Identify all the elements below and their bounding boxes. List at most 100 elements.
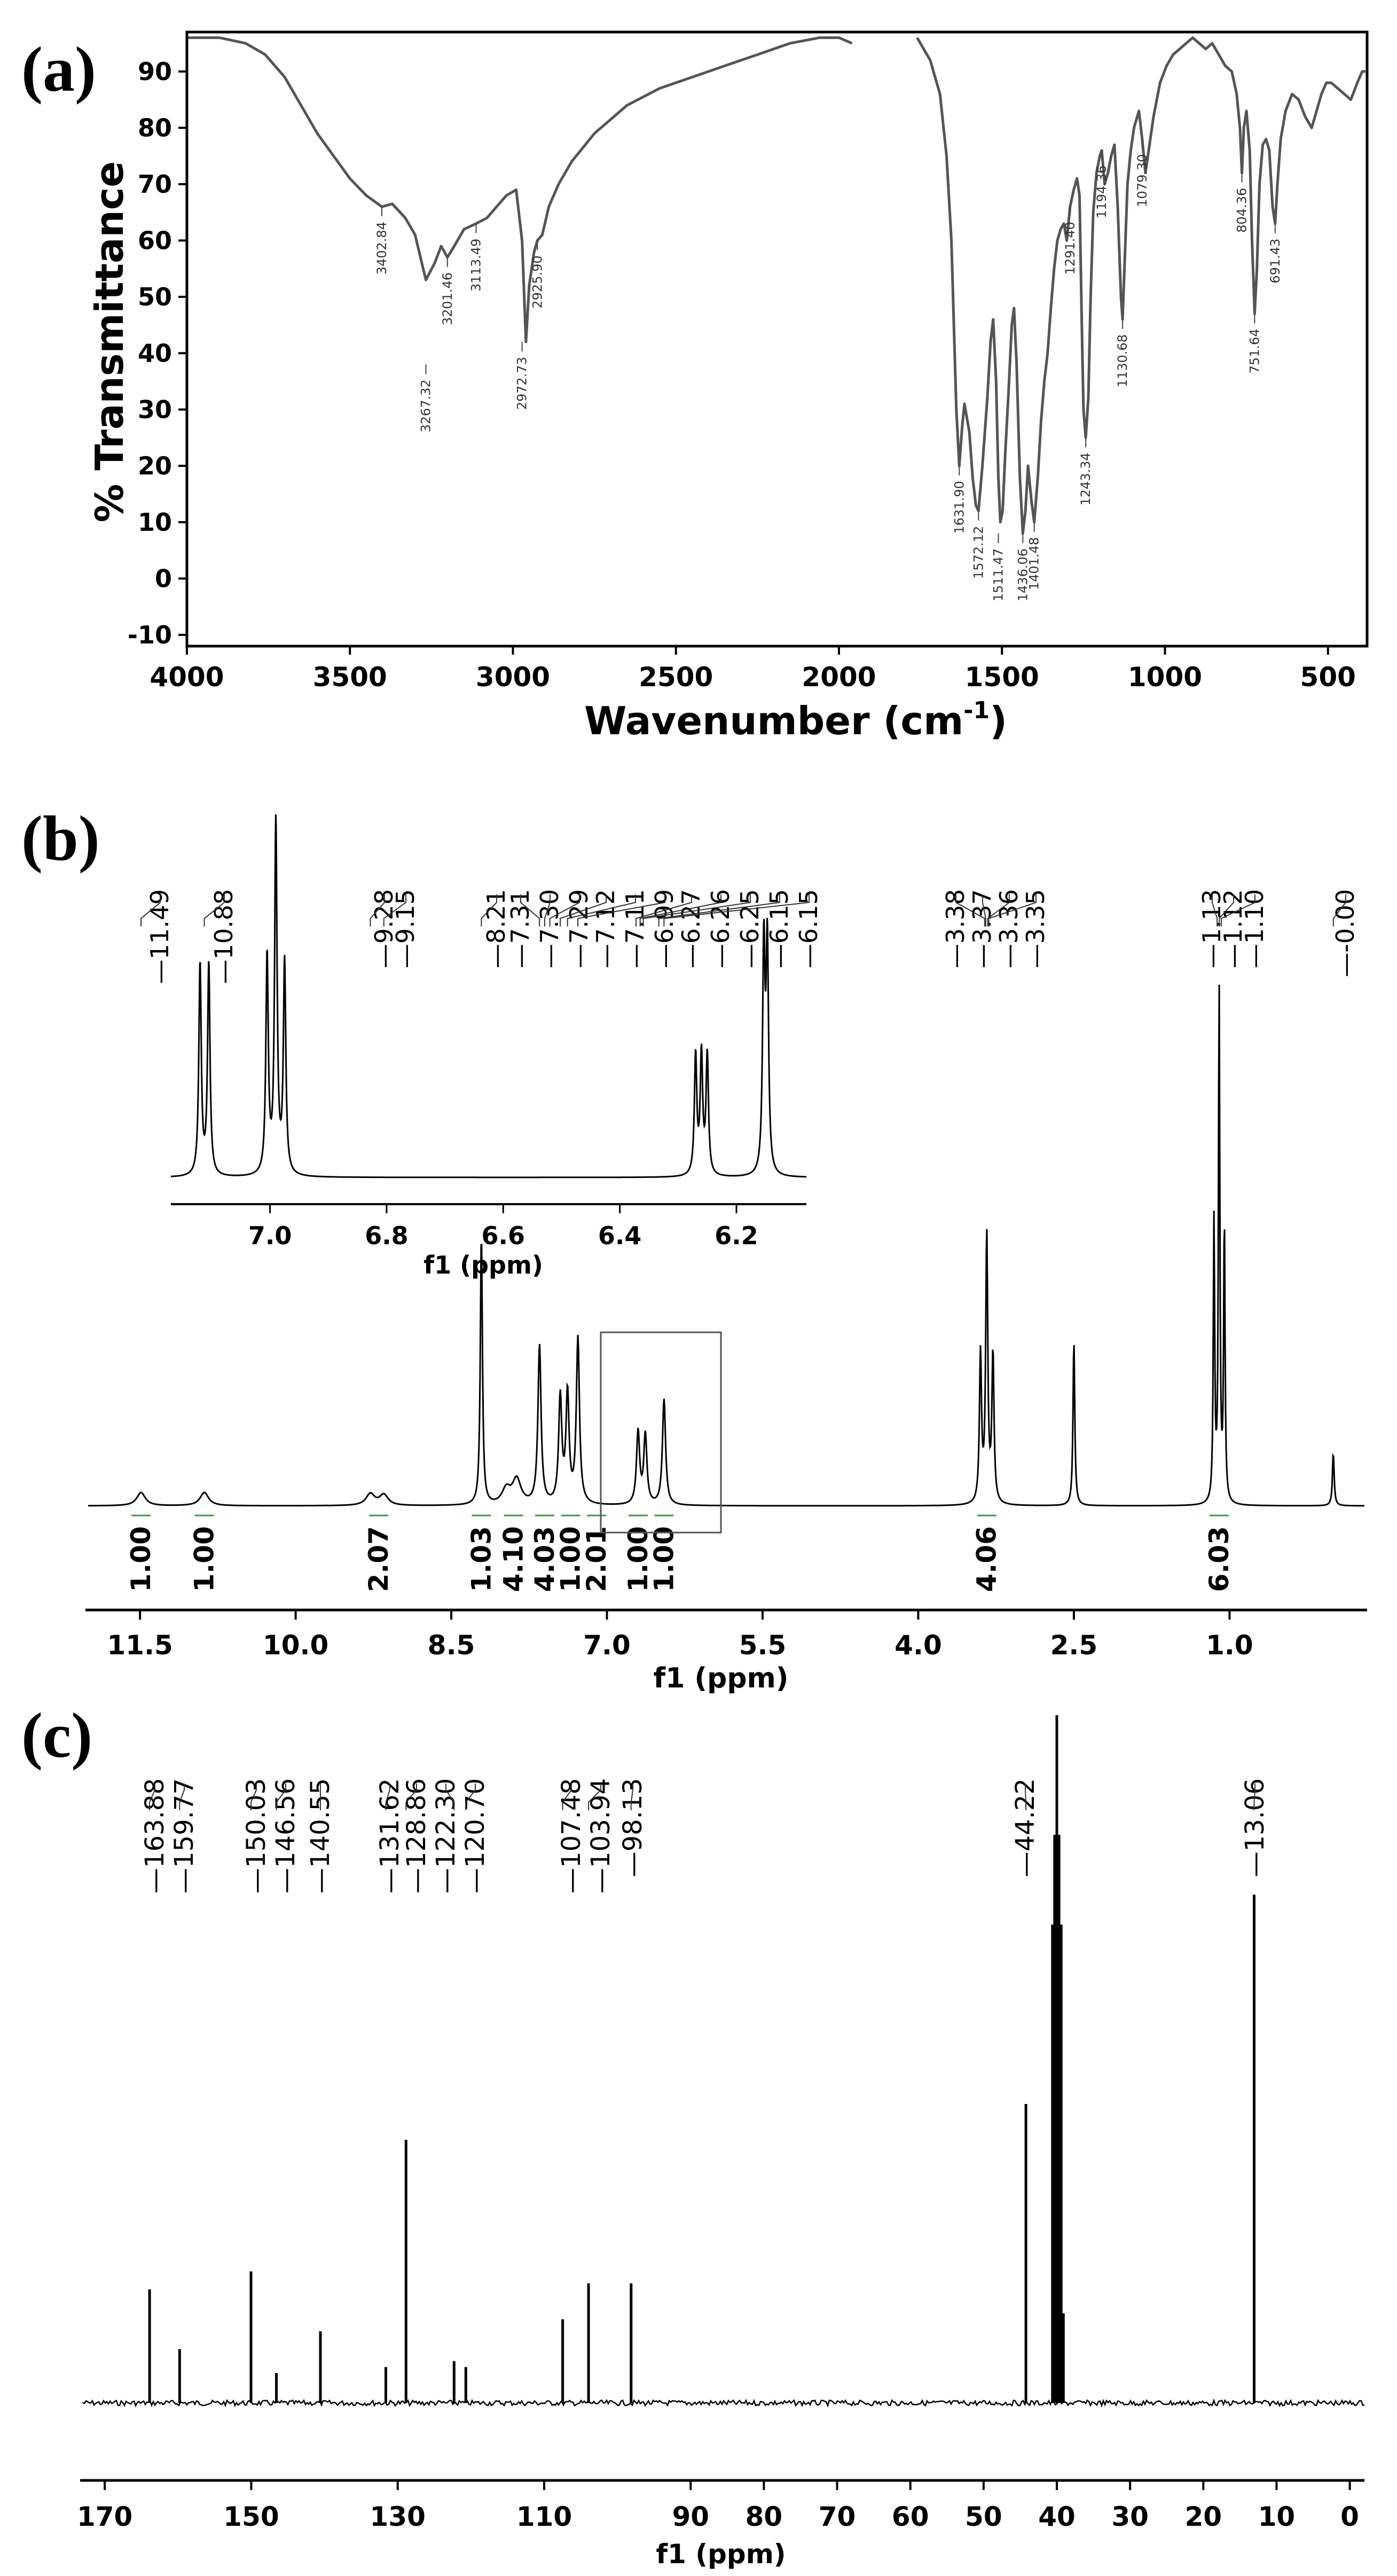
ir-peak-label: 2972.73 xyxy=(515,357,530,410)
c-nmr-shift-connector xyxy=(385,1784,390,1810)
ir-peak-label: 1079.30 xyxy=(1135,154,1150,207)
ir-x-tick-label: 500 xyxy=(1300,662,1356,693)
c-nmr-shift-label: —163.88 xyxy=(140,1778,170,1894)
c-nmr-shift-connector xyxy=(179,1784,185,1810)
panel-a-letter: (a) xyxy=(21,34,96,105)
h-nmr-shift-connector xyxy=(955,894,985,926)
ir-trace-segment xyxy=(187,36,853,343)
h-nmr-shift-label: —11.49 xyxy=(145,889,174,984)
ir-x-tick-label: 2500 xyxy=(639,662,713,693)
h-nmr-shift-connector xyxy=(658,894,780,926)
c-nmr-x-tick-label: 30 xyxy=(1111,2501,1149,2532)
ir-y-tick-label: 70 xyxy=(138,170,172,199)
ir-trace-segment xyxy=(916,36,1365,535)
h-nmr-shift-connector xyxy=(1219,894,1234,926)
h-nmr-integral-label: 1.00 xyxy=(623,1526,654,1592)
c-nmr-x-tick-label: 40 xyxy=(1038,2501,1076,2532)
ir-peak-label: 1130.68 xyxy=(1115,334,1130,387)
h-nmr-shift-labels: —11.49 —10.88 —9.28—9.15 —8.21—7.31 —7.30 —7.… xyxy=(140,889,1360,984)
h-nmr-x-tick-label: 10.0 xyxy=(263,1630,328,1661)
ir-trace xyxy=(187,36,1365,535)
ir-peak-label: 1572.12 xyxy=(971,526,986,579)
h-nmr-inset-x-tick-label: 6.6 xyxy=(482,1221,525,1250)
c-nmr-shift-label: —159.77 xyxy=(169,1778,199,1894)
ir-peak-label: 1194.36 xyxy=(1094,166,1109,218)
h-nmr-inset xyxy=(171,814,806,1179)
h-nmr-x-tick-label: 11.5 xyxy=(107,1630,172,1661)
h-nmr-shift-connector xyxy=(635,894,692,926)
c-nmr-shift-connector xyxy=(465,1784,476,1810)
ir-spectrum-panel: (a) % Transmittance Wavenumber (cm-1) 90… xyxy=(21,30,1369,743)
ir-y-tick-label: 60 xyxy=(138,226,172,255)
h-nmr-shift-connector xyxy=(383,894,406,926)
c-nmr-x-tick-label: 170 xyxy=(77,2501,132,2532)
h-nmr-integral-label: 1.00 xyxy=(648,1526,679,1592)
h-nmr-inset-x-axis-title: f1 (ppm) xyxy=(423,1251,543,1279)
ir-plot-frame xyxy=(185,30,1369,648)
c-nmr-shift-label: —107.48 xyxy=(556,1778,586,1894)
h-nmr-integral-label: 4.06 xyxy=(971,1526,1002,1592)
c-nmr-x-tick-label: 60 xyxy=(892,2501,929,2532)
ir-x-ticks: 4000 3500 3000 2500 2000 1500 1000 500 xyxy=(150,646,1356,693)
c-nmr-shift-connector xyxy=(1025,1784,1027,1810)
c-nmr-shift-connector xyxy=(276,1784,286,1810)
h-nmr-integral-label: 1.00 xyxy=(189,1526,220,1592)
h-nmr-shift-connector xyxy=(988,894,1037,926)
h-nmr-inset-x-tick-label: 6.8 xyxy=(365,1221,409,1250)
ir-x-tick-label: 4000 xyxy=(150,662,224,693)
c-nmr-shift-connector xyxy=(1253,1784,1255,1810)
ir-peak-labels: 3402.84 3267.32 3201.46 3113.49 2972.73 2925.… xyxy=(374,139,1283,601)
h-nmr-shift-connector xyxy=(481,894,497,926)
ir-peak-label: 804.36 xyxy=(1235,188,1250,233)
ir-y-tick-label: 50 xyxy=(138,282,172,311)
ir-x-axis-title-sup: -1 xyxy=(963,697,990,724)
c-nmr-shift-connector xyxy=(562,1784,572,1810)
c-nmr-shift-label: —120.70 xyxy=(460,1778,490,1894)
c-nmr-x-tick-label: 50 xyxy=(965,2501,1002,2532)
h-nmr-integral-label: 4.10 xyxy=(498,1526,529,1592)
c-nmr-baseline xyxy=(82,2398,1365,2408)
ir-y-tick-label: 10 xyxy=(138,508,172,537)
ir-peak-label: 1401.48 xyxy=(1027,537,1042,590)
h-nmr-shift-connector xyxy=(987,894,1010,926)
c-nmr-x-ticks: 170 150 130 110 90 80 70 60 50 40 30 20 10 0 xyxy=(77,2480,1359,2532)
ir-peak-label: 3113.49 xyxy=(469,239,484,292)
h-nmr-shift-connector xyxy=(639,894,721,926)
c-nmr-shift-label: —150.03 xyxy=(241,1778,271,1894)
c-nmr-x-tick-label: 130 xyxy=(370,2501,426,2532)
h-nmr-inset-x-tick-label: 6.4 xyxy=(598,1221,642,1250)
c-nmr-shift-label: —98.13 xyxy=(618,1778,648,1877)
h-nmr-integral-label: 4.03 xyxy=(529,1526,560,1592)
h-nmr-spectrum-line xyxy=(88,984,1364,1507)
h-nmr-shift-connector xyxy=(203,894,225,926)
ir-y-tick-label: 40 xyxy=(138,339,172,367)
c-nmr-x-tick-label: 150 xyxy=(223,2501,279,2532)
c-nmr-shift-connector xyxy=(445,1784,455,1810)
h-nmr-shift-connector xyxy=(520,894,540,926)
ir-peak-label: 1291.40 xyxy=(1063,222,1078,274)
c-nmr-shift-labels: —163.88 —159.77 —150.03 —146.56 —140.55 —131.… xyxy=(140,1778,1270,1894)
ir-y-tick-label: 90 xyxy=(138,57,172,86)
c-nmr-x-tick-label: 70 xyxy=(819,2501,856,2532)
h-nmr-integral-label: 1.00 xyxy=(125,1526,156,1592)
ir-peak-label: 3201.46 xyxy=(440,272,455,325)
ir-y-tick-label: 0 xyxy=(155,564,172,593)
h-nmr-inset-x-ticks: 7.0 6.8 6.6 6.4 6.2 xyxy=(248,1204,758,1250)
h-nmr-trace xyxy=(88,984,1364,1507)
ir-peak-label: 1511.47 xyxy=(991,548,1006,601)
h-nmr-shift-connector xyxy=(663,894,810,926)
panel-b-letter: (b) xyxy=(21,803,100,874)
panel-c-letter: (c) xyxy=(21,1700,92,1771)
h-nmr-shift-connector xyxy=(577,894,665,926)
ir-x-tick-label: 2000 xyxy=(802,662,876,693)
ir-peak-label: 2925.90 xyxy=(530,255,545,308)
h-nmr-shift-connector xyxy=(1332,894,1346,926)
c-nmr-x-tick-label: 90 xyxy=(672,2501,709,2532)
c-nmr-shift-label: —103.94 xyxy=(586,1778,616,1894)
c-nmr-shift-label: —146.56 xyxy=(271,1778,301,1894)
h-nmr-integral-label: 6.03 xyxy=(1204,1526,1235,1592)
ir-y-tick-label: -10 xyxy=(128,621,172,649)
h-nmr-zoom-box xyxy=(600,1331,722,1534)
h-nmr-panel: (b) —11.49 —10.88 —9.28—9.15 —8.21—7.31 —7.3… xyxy=(21,803,1367,1694)
